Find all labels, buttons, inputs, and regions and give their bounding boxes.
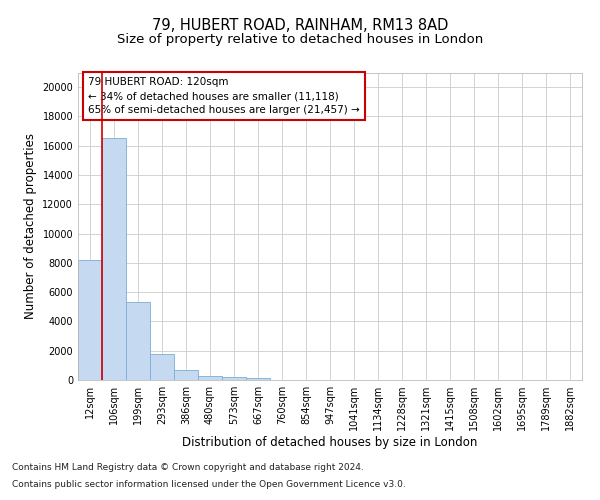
Bar — [102, 138, 126, 380]
Text: Contains public sector information licensed under the Open Government Licence v3: Contains public sector information licen… — [12, 480, 406, 489]
Bar — [150, 354, 174, 380]
Bar — [246, 378, 270, 380]
Bar — [174, 370, 198, 380]
X-axis label: Distribution of detached houses by size in London: Distribution of detached houses by size … — [182, 436, 478, 449]
Text: Contains HM Land Registry data © Crown copyright and database right 2024.: Contains HM Land Registry data © Crown c… — [12, 464, 364, 472]
Bar — [126, 302, 150, 380]
Text: Size of property relative to detached houses in London: Size of property relative to detached ho… — [117, 32, 483, 46]
Text: 79, HUBERT ROAD, RAINHAM, RM13 8AD: 79, HUBERT ROAD, RAINHAM, RM13 8AD — [152, 18, 448, 32]
Text: 79 HUBERT ROAD: 120sqm
← 34% of detached houses are smaller (11,118)
65% of semi: 79 HUBERT ROAD: 120sqm ← 34% of detached… — [88, 77, 360, 115]
Y-axis label: Number of detached properties: Number of detached properties — [24, 133, 37, 320]
Bar — [198, 376, 222, 380]
Bar — [222, 377, 246, 380]
Bar — [78, 260, 102, 380]
